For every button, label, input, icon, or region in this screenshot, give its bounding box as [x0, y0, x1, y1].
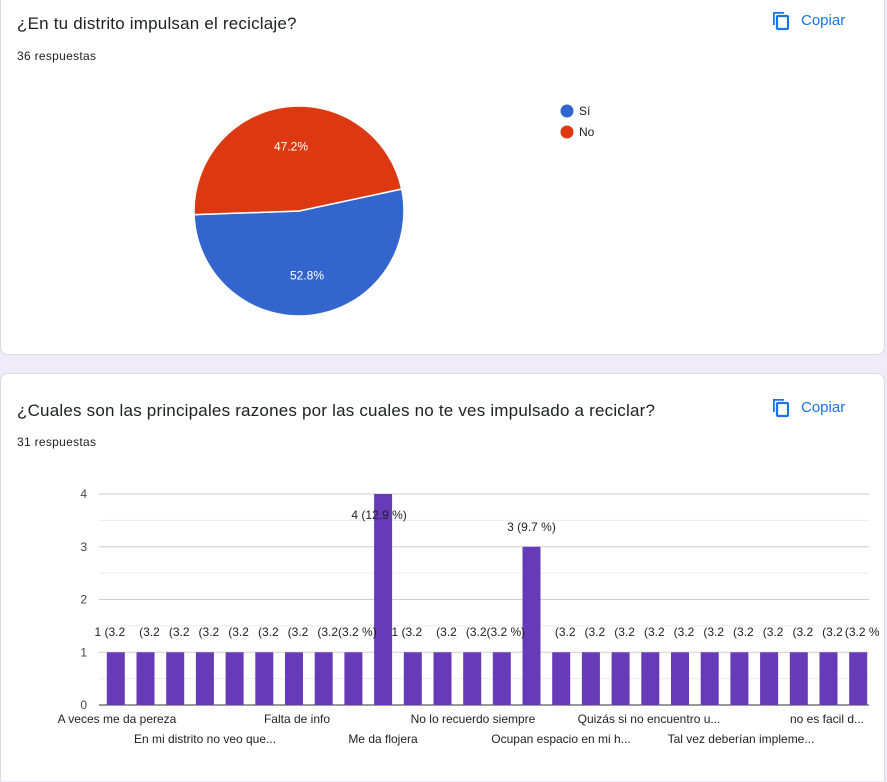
question-title: ¿En tu distrito impulsan el reciclaje?: [17, 14, 297, 33]
bar: [106, 652, 125, 706]
question-title: ¿Cuales son las principales razones por …: [17, 401, 656, 420]
bar-data-label: (3.2: [258, 625, 279, 639]
bar: [403, 652, 422, 706]
bar-data-label: (3.2: [792, 625, 813, 639]
bar: [344, 652, 363, 706]
y-tick-label: 3: [80, 540, 87, 554]
x-tick-label: Quizás si no encuentro u...: [578, 712, 721, 726]
bar-data-label: (3.2: [555, 625, 576, 639]
bar-data-label: 4 (12.9 %): [351, 508, 406, 522]
copy-label: Copiar: [801, 398, 846, 416]
x-tick-label: Ocupan espacio en mi h...: [491, 732, 630, 746]
question-card-2: ¿Cuales son las principales razones por …: [0, 373, 885, 781]
legend-label: Sí: [579, 104, 591, 118]
bar-data-label: (3.2: [139, 625, 160, 639]
bar-data-label: (3.2 %): [486, 625, 525, 639]
bar: [522, 546, 541, 706]
bar: [849, 652, 868, 706]
bar-data-label: (3.2: [822, 625, 843, 639]
bar-data-label: (3.2: [199, 625, 220, 639]
y-tick-label: 2: [80, 593, 87, 607]
y-tick-label: 4: [80, 487, 87, 501]
bar-data-label: 1 (3.2: [391, 625, 422, 639]
bar-data-label: (3.2 %: [845, 625, 880, 639]
bar-data-label: (3.2: [466, 625, 487, 639]
copy-button[interactable]: Copiar: [769, 9, 845, 31]
bar: [819, 652, 838, 706]
x-tick-label: A veces me da pereza: [58, 712, 177, 726]
bar-data-label: (3.2: [228, 625, 249, 639]
y-tick-label: 0: [80, 698, 87, 712]
bar: [789, 652, 808, 706]
bar-data-label: (3.2: [436, 625, 457, 639]
copy-icon: [769, 396, 791, 418]
y-tick-label: 1: [80, 645, 87, 659]
bar: [166, 652, 185, 706]
bar-data-label: (3.2: [733, 625, 754, 639]
pie-slice-label: 52.8%: [290, 269, 324, 283]
x-tick-label: En mi distrito no veo que...: [134, 732, 276, 746]
bar: [314, 652, 333, 706]
bar: [671, 652, 689, 706]
bar: [581, 652, 600, 706]
bar: [433, 652, 452, 706]
bar-data-label: (3.2: [169, 625, 190, 639]
bar-data-label: (3.2: [763, 625, 784, 639]
bar: [611, 652, 630, 706]
bar-data-label: (3.2: [703, 625, 724, 639]
bar-data-label: (3.2: [674, 625, 695, 639]
bar-data-label: (3.2: [317, 625, 338, 639]
bar: [195, 652, 214, 706]
bar-data-label: 1 (3.2: [94, 625, 125, 639]
bar: [730, 652, 749, 706]
legend-swatch-0: [560, 104, 574, 118]
bar-data-label: (3.2: [644, 625, 665, 639]
pie-slice-label: 47.2%: [274, 139, 308, 153]
copy-label: Copiar: [801, 11, 846, 29]
x-tick-label: Me da flojera: [348, 732, 418, 746]
pie-chart: 52.8% 47.2% Sí No: [193, 104, 595, 317]
bar-data-label: 3 (9.7 %): [507, 520, 556, 534]
bar: [641, 652, 660, 706]
bar-data-label: (3.2: [585, 625, 606, 639]
question-card-1: ¿En tu distrito impulsan el reciclaje? 3…: [0, 0, 885, 355]
bar: [285, 652, 303, 706]
x-tick-label: Tal vez deberían impleme...: [668, 732, 815, 746]
bar: [136, 652, 155, 706]
bar: [700, 652, 719, 706]
bar: [552, 652, 571, 706]
x-tick-label: no es facil d...: [790, 712, 864, 726]
response-count: 31 respuestas: [17, 435, 97, 449]
bar: [225, 652, 244, 706]
copy-icon: [769, 9, 791, 31]
pie-slice-1: [193, 105, 403, 216]
x-tick-label: No lo recuerdo siempre: [411, 712, 536, 726]
bar-data-label: (3.2: [614, 625, 635, 639]
bar: [255, 652, 274, 706]
bar: [463, 652, 482, 706]
bar-data-label: (3.2 %): [338, 625, 377, 639]
bar: [374, 494, 393, 705]
legend-swatch-1: [560, 125, 574, 139]
bar-data-label: (3.2: [288, 625, 309, 639]
pie-slice-0: [193, 188, 405, 317]
bar: [760, 652, 779, 706]
copy-button[interactable]: Copiar: [769, 396, 845, 418]
response-count: 36 respuestas: [17, 49, 97, 63]
legend-label: No: [579, 125, 595, 139]
x-tick-label: Falta de info: [264, 712, 330, 726]
bar: [492, 652, 511, 706]
